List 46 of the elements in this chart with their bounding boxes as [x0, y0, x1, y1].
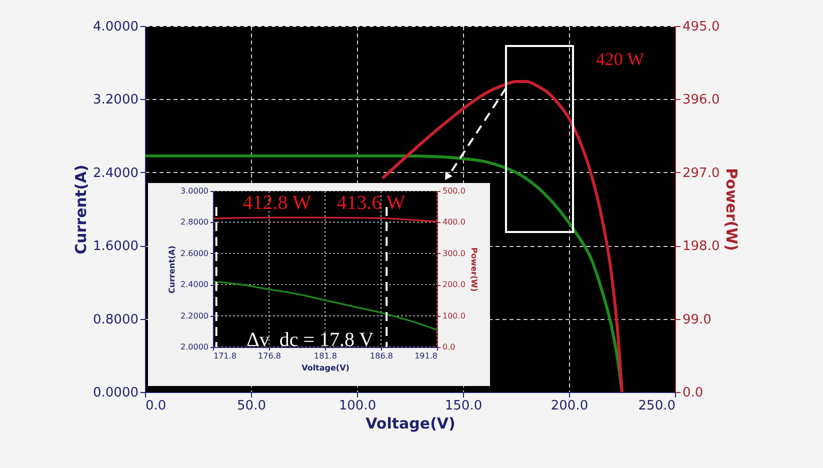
- y-tick-label: 4.0000: [93, 20, 138, 34]
- x-tick-label: 176.8: [258, 352, 281, 360]
- y2-tick-label: 200.0: [442, 280, 466, 290]
- x-axis-title: Voltage(V): [366, 414, 456, 432]
- y-tick-label: 3.2000: [93, 92, 138, 108]
- y-axis-title: Current(A): [168, 246, 177, 294]
- y2-tick-label: 300.0: [442, 248, 466, 258]
- line-series: [212, 280, 438, 331]
- y-tick-label: 2.6000: [180, 248, 208, 258]
- x-tick-label: 200.0: [550, 398, 588, 414]
- y-tick-label: 2.4000: [180, 280, 208, 290]
- annotation: 413.6 W: [336, 192, 406, 214]
- y-tick-label: 2.4000: [93, 166, 138, 181]
- y-tick-label: 3.0000: [180, 186, 208, 196]
- x-tick-label: 150.0: [444, 398, 482, 414]
- y-axis-title: Current(A): [72, 164, 90, 254]
- y2-tick-label: 198.0: [682, 239, 720, 254]
- y-tick-label: 1.6000: [93, 239, 138, 254]
- y2-tick-label: 396.0: [682, 92, 720, 108]
- x-tick-label: 250.0: [638, 398, 676, 414]
- x-tick-label: 181.8: [314, 352, 337, 360]
- y2-tick-label: 0.0: [442, 342, 456, 352]
- annotation: 420 W: [596, 49, 644, 69]
- y-tick-label: 2.8000: [180, 218, 208, 227]
- x-tick-label: 171.8: [214, 352, 236, 360]
- x-tick-label: 191.8: [414, 352, 438, 360]
- y2-axis-title: Power(W): [469, 247, 478, 292]
- y2-tick-label: 0.0: [682, 386, 704, 400]
- x-axis-title: Voltage(V): [302, 364, 350, 372]
- annotation: Δv_dc = 17.8 V: [246, 329, 374, 351]
- y-tick-label: 0.8000: [93, 312, 138, 328]
- x-tick-label: 186.8: [370, 352, 393, 360]
- y2-tick-label: 100.0: [442, 311, 466, 320]
- y2-tick-label: 99.0: [682, 312, 712, 328]
- y2-tick-label: 400.0: [442, 218, 466, 227]
- y-tick-label: 2.0000: [180, 342, 208, 352]
- y-tick-label: 0.0000: [93, 386, 138, 400]
- x-tick-label: 0.0: [146, 398, 166, 414]
- y2-tick-label: 500.0: [442, 186, 466, 196]
- x-tick-label: 50.0: [237, 398, 266, 414]
- y2-tick-label: 495.0: [682, 20, 720, 34]
- annotation: 412.8 W: [242, 192, 312, 214]
- x-tick-label: 100.0: [338, 398, 376, 414]
- y-tick-label: 2.2000: [180, 311, 208, 320]
- y2-tick-label: 297.0: [682, 166, 720, 181]
- y2-axis-title: Power(W): [722, 168, 741, 251]
